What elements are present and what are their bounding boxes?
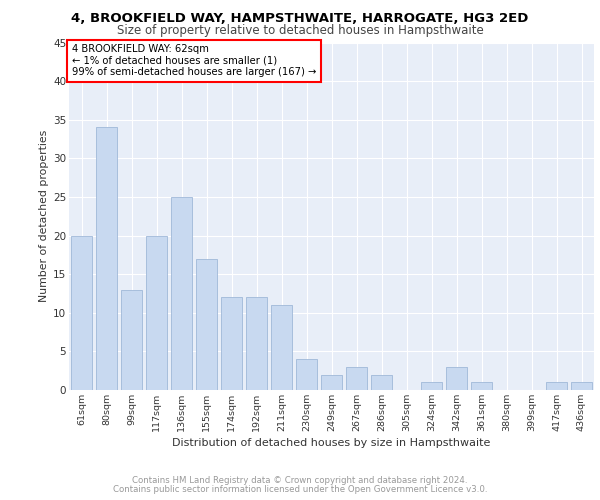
- Bar: [271, 305, 292, 390]
- Bar: [571, 382, 592, 390]
- Bar: [321, 374, 342, 390]
- Bar: [146, 236, 167, 390]
- X-axis label: Distribution of detached houses by size in Hampsthwaite: Distribution of detached houses by size …: [172, 438, 491, 448]
- Y-axis label: Number of detached properties: Number of detached properties: [39, 130, 49, 302]
- Bar: [471, 382, 492, 390]
- Bar: [171, 197, 192, 390]
- Bar: [196, 258, 217, 390]
- Bar: [221, 298, 242, 390]
- Bar: [96, 128, 117, 390]
- Bar: [421, 382, 442, 390]
- Text: 4, BROOKFIELD WAY, HAMPSTHWAITE, HARROGATE, HG3 2ED: 4, BROOKFIELD WAY, HAMPSTHWAITE, HARROGA…: [71, 12, 529, 26]
- Bar: [71, 236, 92, 390]
- Bar: [121, 290, 142, 390]
- Bar: [446, 367, 467, 390]
- Text: 4 BROOKFIELD WAY: 62sqm
← 1% of detached houses are smaller (1)
99% of semi-deta: 4 BROOKFIELD WAY: 62sqm ← 1% of detached…: [71, 44, 316, 78]
- Text: Contains public sector information licensed under the Open Government Licence v3: Contains public sector information licen…: [113, 484, 487, 494]
- Bar: [246, 298, 267, 390]
- Bar: [296, 359, 317, 390]
- Text: Contains HM Land Registry data © Crown copyright and database right 2024.: Contains HM Land Registry data © Crown c…: [132, 476, 468, 485]
- Bar: [546, 382, 567, 390]
- Text: Size of property relative to detached houses in Hampsthwaite: Size of property relative to detached ho…: [116, 24, 484, 37]
- Bar: [346, 367, 367, 390]
- Bar: [371, 374, 392, 390]
